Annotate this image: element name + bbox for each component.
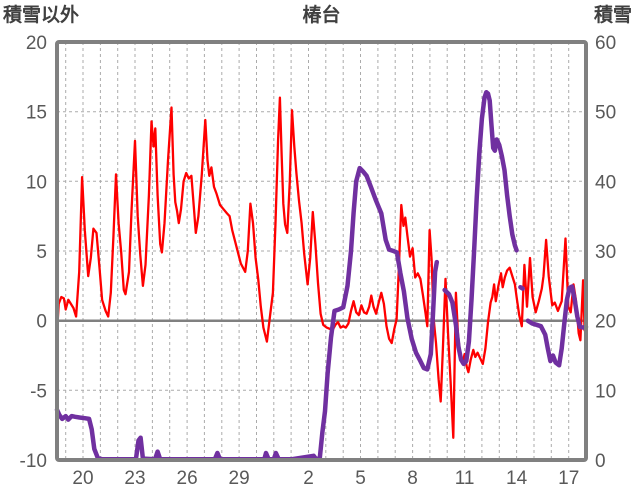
- series-line-red: [55, 96, 588, 439]
- x-axis-tick-label: 20: [72, 468, 93, 489]
- left-axis-tick-label: 5: [36, 242, 47, 263]
- plot-border: [55, 40, 588, 462]
- right-axis-tick-label: 30: [595, 242, 616, 263]
- right-axis-tick-label: 10: [595, 381, 616, 402]
- series-line-purple: [518, 284, 525, 291]
- x-axis-tick-label: 14: [506, 468, 528, 489]
- x-axis-tick-label: 17: [558, 468, 579, 489]
- series-line-purple: [525, 284, 589, 368]
- series-line-purple: [54, 165, 440, 462]
- chart-title: 椿台: [302, 5, 341, 26]
- left-axis-tick-label: 0: [36, 312, 47, 333]
- x-axis-tick-label: 5: [355, 468, 366, 489]
- right-axis-tick-label: 0: [595, 451, 606, 472]
- left-axis-tick-label: 10: [26, 172, 47, 193]
- x-axis-tick-label: 8: [407, 468, 418, 489]
- left-axis-tick-label: 15: [26, 103, 47, 124]
- x-axis-tick-label: 29: [229, 468, 250, 489]
- left-axis-tick-label: -5: [30, 381, 47, 402]
- series-line-purple: [442, 89, 519, 367]
- left-axis-tick-label: -10: [20, 451, 47, 472]
- right-axis-tick-label: 60: [595, 33, 616, 54]
- right-axis-tick-label: 40: [595, 172, 616, 193]
- x-axis-tick-label: 23: [124, 468, 145, 489]
- left-axis-tick-label: 20: [26, 33, 47, 54]
- left-axis-title: 積雪以外: [3, 5, 80, 26]
- x-axis-tick-label: 11: [455, 468, 475, 489]
- x-axis-tick-label: 26: [177, 468, 198, 489]
- right-axis-tick-label: 50: [595, 103, 616, 124]
- x-axis-tick-label: 2: [303, 468, 314, 489]
- right-axis-title: 積雪: [593, 5, 632, 26]
- right-axis-tick-label: 20: [595, 312, 616, 333]
